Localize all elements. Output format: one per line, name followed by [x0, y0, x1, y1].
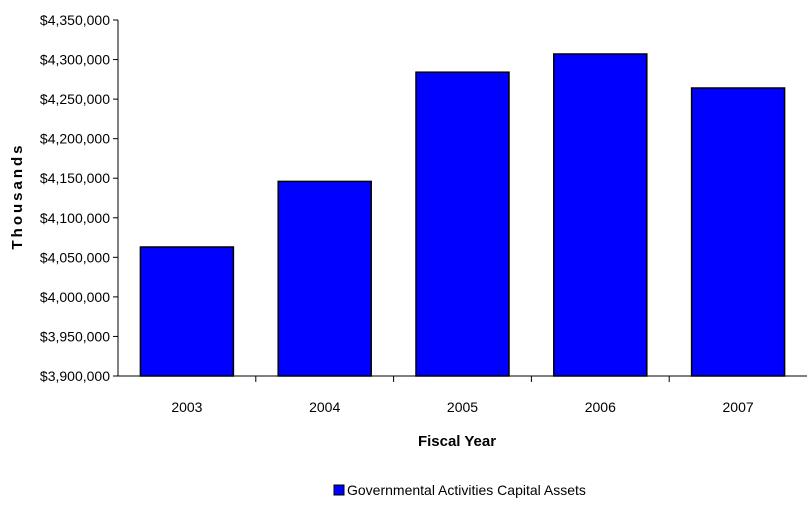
x-axis-title: Fiscal Year [418, 433, 496, 450]
y-axis-title: Thousands [9, 142, 26, 249]
x-tick-label: 2005 [447, 399, 478, 415]
x-tick-label: 2007 [723, 399, 754, 415]
y-tick-label: $3,950,000 [40, 328, 110, 344]
y-tick-label: $4,000,000 [40, 289, 110, 305]
legend: Governmental Activities Capital Assets [333, 482, 586, 498]
bar-2005 [415, 71, 510, 377]
bar-2003 [139, 246, 235, 377]
bar-2006 [553, 53, 648, 377]
legend-label: Governmental Activities Capital Assets [347, 482, 586, 498]
x-tick-label: 2003 [171, 399, 202, 415]
bar-2004 [277, 180, 372, 377]
y-tick-label: $4,150,000 [40, 170, 110, 186]
legend-swatch [333, 484, 345, 496]
y-tick-label: $4,200,000 [40, 131, 110, 147]
y-tick-label: $4,050,000 [40, 249, 110, 265]
y-tick-label: $4,350,000 [40, 12, 110, 28]
y-tick-label: $3,900,000 [40, 368, 110, 384]
y-tick-label: $4,300,000 [40, 52, 110, 68]
y-tick-label: $4,100,000 [40, 210, 110, 226]
y-tick-label: $4,250,000 [40, 91, 110, 107]
x-tick-label: 2006 [585, 399, 616, 415]
bar-2007 [690, 87, 786, 377]
x-tick-label: 2004 [309, 399, 340, 415]
